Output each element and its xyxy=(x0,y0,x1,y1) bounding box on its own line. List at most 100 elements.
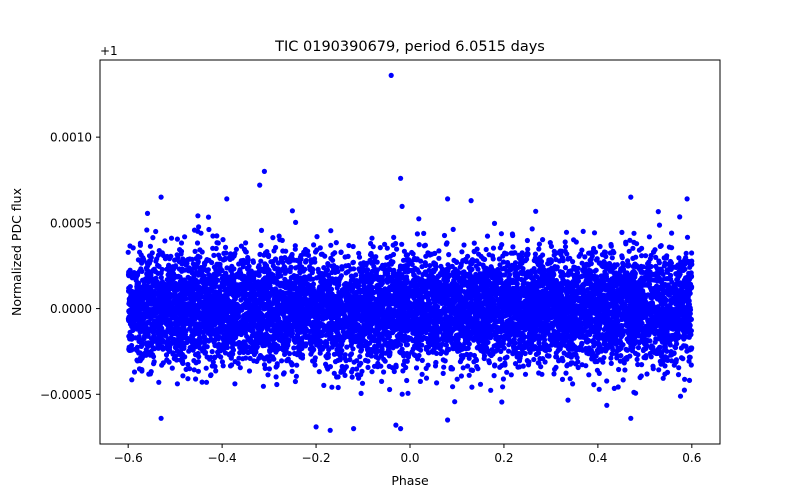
data-point xyxy=(399,203,405,209)
data-point xyxy=(687,264,693,270)
data-point xyxy=(639,362,645,368)
data-points xyxy=(125,72,695,433)
data-point xyxy=(409,249,415,256)
data-point xyxy=(522,371,529,377)
data-point xyxy=(460,365,466,371)
data-point xyxy=(622,367,628,373)
data-point xyxy=(377,245,383,251)
data-point xyxy=(539,371,545,377)
data-point xyxy=(500,259,507,265)
data-point xyxy=(193,376,199,382)
data-point xyxy=(314,247,320,253)
data-point xyxy=(688,362,694,368)
data-point xyxy=(354,366,360,372)
data-point xyxy=(648,252,654,259)
data-point xyxy=(247,355,253,361)
data-point xyxy=(216,252,222,258)
data-point xyxy=(258,242,264,248)
data-point xyxy=(671,362,677,368)
data-point xyxy=(655,209,661,215)
data-point xyxy=(567,376,573,382)
data-point xyxy=(292,246,298,252)
data-point xyxy=(382,241,388,247)
data-point xyxy=(261,362,268,368)
data-point xyxy=(391,234,397,240)
data-point xyxy=(311,242,317,248)
data-point xyxy=(594,367,601,373)
data-point xyxy=(404,342,410,348)
data-point xyxy=(289,368,295,374)
data-point xyxy=(390,270,396,276)
data-point xyxy=(498,348,504,354)
data-point xyxy=(631,389,637,395)
data-point xyxy=(658,243,664,249)
data-point xyxy=(489,324,495,330)
data-point xyxy=(536,241,543,247)
data-point xyxy=(609,351,615,357)
data-point xyxy=(580,228,586,234)
data-point xyxy=(537,356,543,362)
data-point xyxy=(259,301,266,307)
data-point xyxy=(230,347,237,353)
data-point xyxy=(349,374,355,380)
data-point xyxy=(183,366,189,372)
data-point xyxy=(369,369,375,375)
data-point xyxy=(658,361,664,367)
data-point xyxy=(423,262,429,268)
data-point xyxy=(656,222,663,228)
data-point xyxy=(229,362,235,368)
data-point xyxy=(401,248,407,254)
data-point xyxy=(260,383,266,389)
data-point xyxy=(533,208,539,214)
data-point xyxy=(517,340,523,346)
data-point xyxy=(150,235,156,241)
data-point xyxy=(469,384,475,390)
data-point xyxy=(339,363,345,370)
data-point xyxy=(344,344,350,350)
data-point xyxy=(293,373,299,379)
data-point xyxy=(314,234,320,240)
data-point xyxy=(379,378,385,384)
data-point xyxy=(639,253,645,259)
data-point xyxy=(519,250,525,256)
data-point xyxy=(331,370,337,376)
data-point xyxy=(620,377,626,383)
data-point xyxy=(661,263,668,269)
data-point xyxy=(516,358,523,364)
data-point xyxy=(563,370,569,376)
data-point xyxy=(195,368,201,374)
data-point xyxy=(291,345,297,351)
data-point xyxy=(357,354,363,360)
data-point xyxy=(416,269,422,275)
data-point xyxy=(282,265,288,271)
data-point xyxy=(342,254,348,260)
data-point xyxy=(293,219,299,225)
data-point xyxy=(182,234,188,240)
data-point xyxy=(644,371,650,377)
data-point xyxy=(337,353,343,359)
data-point xyxy=(525,246,531,252)
data-point xyxy=(507,266,513,272)
data-point xyxy=(430,347,436,353)
data-point xyxy=(620,331,626,338)
data-point xyxy=(633,254,639,260)
data-point xyxy=(609,255,615,261)
data-point xyxy=(656,260,663,266)
data-point xyxy=(506,348,512,354)
data-point xyxy=(656,367,662,373)
data-point xyxy=(235,360,241,366)
data-point xyxy=(648,354,654,360)
data-point xyxy=(174,252,180,258)
data-point xyxy=(214,233,220,239)
data-point xyxy=(269,344,275,350)
data-point xyxy=(369,235,375,241)
data-point xyxy=(667,339,673,345)
data-point xyxy=(579,247,585,253)
data-point xyxy=(570,381,576,387)
data-point xyxy=(368,240,374,247)
data-point xyxy=(490,245,497,251)
data-point xyxy=(626,248,632,254)
data-point xyxy=(683,250,689,256)
